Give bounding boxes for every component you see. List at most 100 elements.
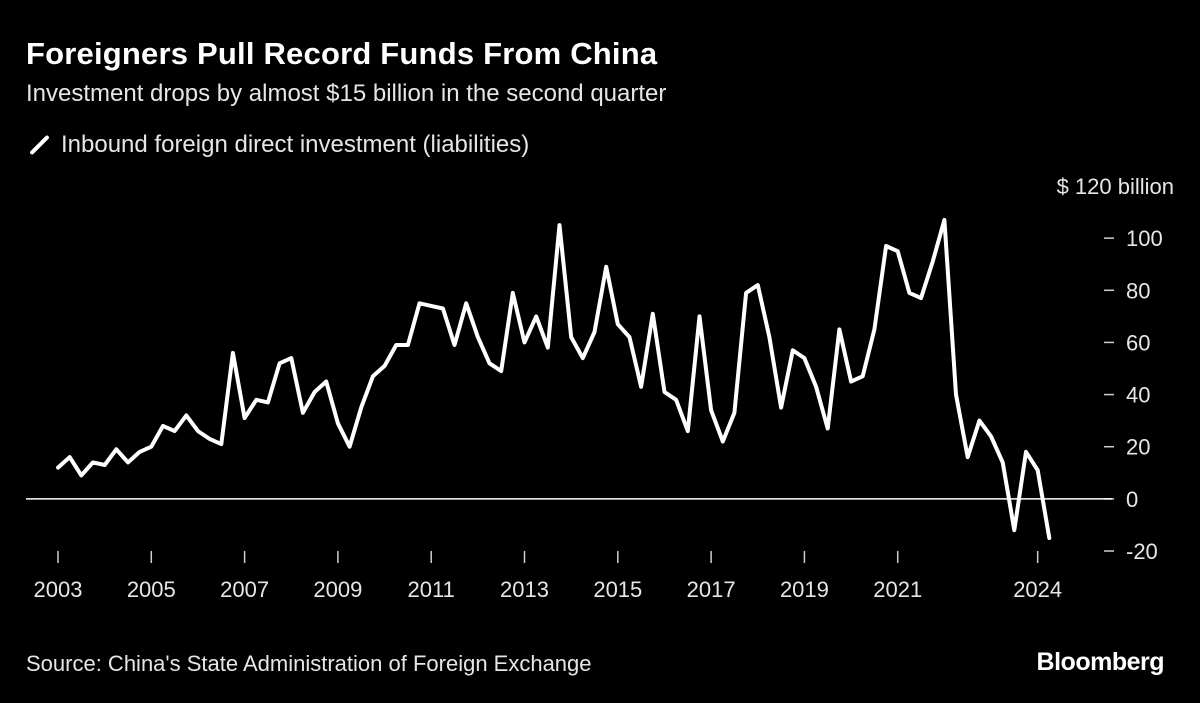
data-point xyxy=(500,370,502,372)
x-tick-label: 2019 xyxy=(780,577,829,602)
data-point xyxy=(675,399,677,401)
chart-subtitle: Investment drops by almost $15 billion i… xyxy=(26,80,667,107)
data-point xyxy=(582,357,584,359)
data-point xyxy=(605,266,607,268)
data-point xyxy=(628,336,630,338)
y-tick-label: 60 xyxy=(1126,330,1150,355)
data-point xyxy=(885,245,887,247)
data-point xyxy=(547,347,549,349)
data-point xyxy=(279,362,281,364)
data-point xyxy=(897,250,899,252)
data-point xyxy=(780,407,782,409)
data-point xyxy=(838,328,840,330)
chart-title: Foreigners Pull Record Funds From China xyxy=(26,36,658,71)
x-tick-label: 2015 xyxy=(593,577,642,602)
data-point xyxy=(990,435,992,437)
y-tick-label: $ 120 billion xyxy=(1057,174,1174,199)
data-point xyxy=(640,386,642,388)
data-point xyxy=(1013,529,1015,531)
data-point xyxy=(512,292,514,294)
data-point xyxy=(955,394,957,396)
legend-label: Inbound foreign direct investment (liabi… xyxy=(61,131,530,158)
data-point xyxy=(174,430,176,432)
data-point xyxy=(290,357,292,359)
data-point xyxy=(745,292,747,294)
data-point xyxy=(127,461,129,463)
data-point xyxy=(255,399,257,401)
data-point xyxy=(80,474,82,476)
data-point xyxy=(757,284,759,286)
data-point xyxy=(908,292,910,294)
data-point xyxy=(337,422,339,424)
data-point xyxy=(768,336,770,338)
data-point xyxy=(932,261,934,263)
y-axis: $ 120 billion 100 80 60 40 20 0 -20 xyxy=(1057,174,1174,564)
x-tick-label: 2017 xyxy=(687,577,736,602)
data-point xyxy=(710,409,712,411)
data-point xyxy=(792,349,794,351)
data-point xyxy=(220,443,222,445)
source-note: Source: China's State Administration of … xyxy=(26,651,592,676)
data-point xyxy=(454,344,456,346)
data-point xyxy=(115,448,117,450)
data-point xyxy=(244,417,246,419)
x-tick-label: 2024 xyxy=(1013,577,1062,602)
data-point xyxy=(197,430,199,432)
data-point xyxy=(687,430,689,432)
y-tick-label: 40 xyxy=(1126,383,1150,408)
data-point xyxy=(209,438,211,440)
x-tick-label: 2005 xyxy=(127,577,176,602)
x-tick-label: 2021 xyxy=(873,577,922,602)
x-tick-label: 2011 xyxy=(408,577,455,602)
x-tick-label: 2003 xyxy=(34,577,83,602)
data-point xyxy=(1048,537,1050,539)
data-point xyxy=(489,362,491,364)
y-tick-label: 0 xyxy=(1126,487,1138,512)
data-point xyxy=(360,407,362,409)
data-point xyxy=(570,336,572,338)
data-point xyxy=(967,456,969,458)
data-point xyxy=(139,451,141,453)
data-point xyxy=(419,302,421,304)
data-point xyxy=(524,341,526,343)
data-point xyxy=(185,414,187,416)
data-point xyxy=(1037,469,1039,471)
bloomberg-logo: Bloomberg xyxy=(1036,648,1165,676)
x-axis: 2003 2005 2007 2009 2011 2013 2015 2017 2019 2021… xyxy=(34,551,1062,602)
data-point xyxy=(477,336,479,338)
data-point xyxy=(104,464,106,466)
data-point xyxy=(617,323,619,325)
data-point xyxy=(862,375,864,377)
data-point xyxy=(873,328,875,330)
data-point xyxy=(442,308,444,310)
data-point xyxy=(162,425,164,427)
x-tick-label: 2007 xyxy=(220,577,269,602)
data-point xyxy=(302,412,304,414)
data-point xyxy=(978,420,980,422)
data-point xyxy=(698,315,700,317)
x-tick-label: 2013 xyxy=(500,577,549,602)
data-point xyxy=(314,391,316,393)
data-point xyxy=(722,441,724,442)
series-group xyxy=(56,217,1052,540)
data-point xyxy=(593,331,595,333)
data-point xyxy=(733,412,735,414)
data-point xyxy=(430,305,432,307)
data-point xyxy=(384,365,386,367)
data-point xyxy=(652,313,654,315)
y-tick-label: 100 xyxy=(1126,226,1163,251)
data-point xyxy=(57,467,59,469)
x-tick-label: 2009 xyxy=(313,577,362,602)
data-point xyxy=(150,446,152,448)
data-point xyxy=(349,446,351,448)
data-point xyxy=(92,461,94,463)
data-point xyxy=(372,375,374,377)
data-point xyxy=(663,391,665,393)
data-point xyxy=(920,297,922,299)
data-point xyxy=(325,381,327,383)
series-line xyxy=(56,217,1052,540)
data-point xyxy=(850,381,852,383)
y-tick-label: 80 xyxy=(1126,278,1150,303)
data-point xyxy=(69,456,71,458)
